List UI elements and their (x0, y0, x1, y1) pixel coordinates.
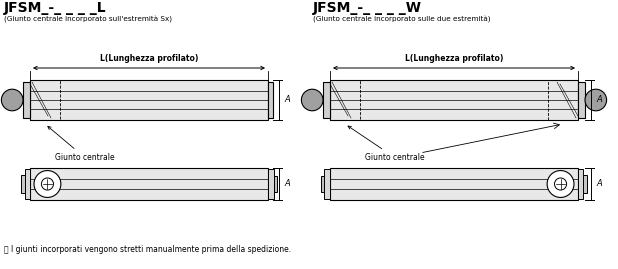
Text: A: A (284, 95, 290, 104)
Bar (30, 80, 60, 120)
Bar (30, 168, 268, 200)
Text: A: A (596, 179, 602, 189)
Text: Giunto centrale: Giunto centrale (348, 126, 425, 162)
Bar (578, 82, 585, 118)
Bar (321, 176, 324, 192)
Bar (21, 175, 25, 193)
Bar (324, 169, 330, 199)
Bar (25, 169, 30, 199)
Text: ⓘ I giunti incorporati vengono stretti manualmente prima della spedizione.: ⓘ I giunti incorporati vengono stretti m… (4, 245, 291, 254)
Text: L(Lunghezza profilato): L(Lunghezza profilato) (100, 54, 198, 63)
Bar (30, 80, 268, 120)
Bar (274, 176, 277, 192)
Bar (323, 82, 330, 118)
Circle shape (34, 171, 61, 197)
Bar (268, 169, 274, 199)
Text: Giunto centrale: Giunto centrale (48, 126, 114, 162)
Bar (330, 80, 578, 120)
Circle shape (41, 178, 54, 190)
Bar (583, 175, 587, 193)
Text: L(Lunghezza profilato): L(Lunghezza profilato) (405, 54, 503, 63)
Text: (Giunto centrale incorporato sull'estremità Sx): (Giunto centrale incorporato sull'estrem… (4, 16, 172, 23)
Text: JFSM_-_ _ _ _L: JFSM_-_ _ _ _L (4, 1, 107, 15)
Text: A: A (596, 95, 602, 104)
Circle shape (1, 89, 23, 111)
Text: JFSM_-_ _ _ _W: JFSM_-_ _ _ _W (313, 1, 422, 15)
Text: (Giunto centrale incorporato sulle due estremità): (Giunto centrale incorporato sulle due e… (313, 16, 491, 23)
Bar (330, 80, 360, 120)
Bar (548, 80, 578, 120)
Bar (23, 82, 30, 118)
Bar (268, 82, 273, 118)
Circle shape (554, 178, 567, 190)
Circle shape (302, 89, 323, 111)
Text: A: A (284, 179, 290, 189)
Bar (578, 169, 583, 199)
Bar (330, 168, 578, 200)
Circle shape (585, 89, 607, 111)
Circle shape (547, 171, 574, 197)
